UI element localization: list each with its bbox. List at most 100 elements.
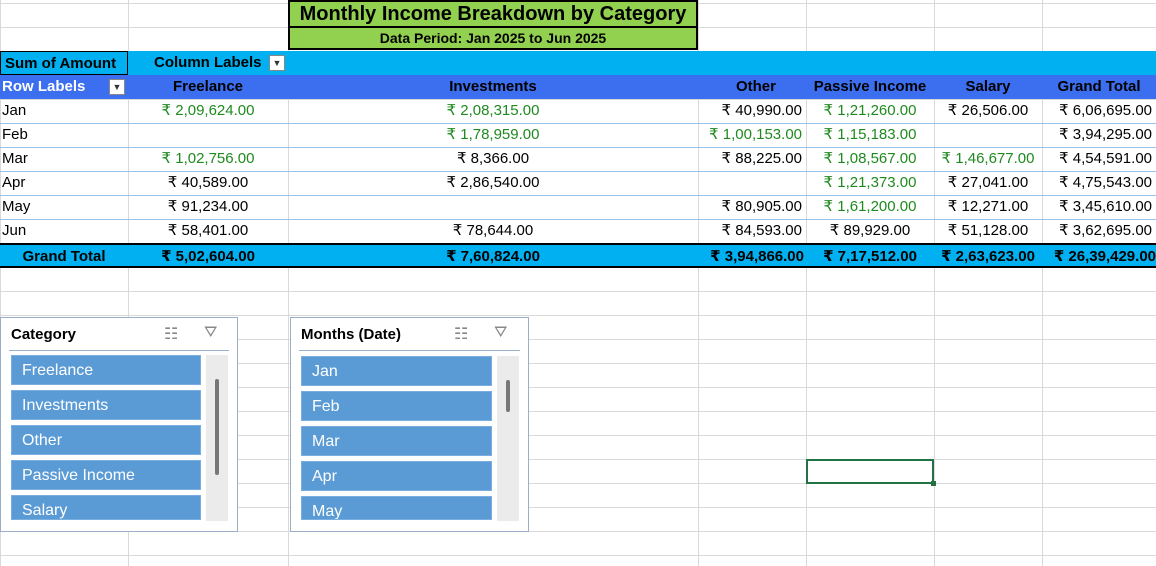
slicer-item-feb[interactable]: Feb bbox=[301, 391, 492, 421]
column-filter-dropdown[interactable]: ▼ bbox=[269, 55, 285, 71]
col-header-investments[interactable]: Investments bbox=[449, 78, 537, 95]
category-slicer[interactable]: Category ☷ ⛛ Freelance Investments Other… bbox=[0, 317, 238, 532]
table-cell[interactable]: ₹ 4,75,543.00 bbox=[1059, 174, 1152, 191]
col-divider bbox=[934, 0, 935, 566]
table-cell[interactable]: ₹ 1,08,567.00 bbox=[823, 150, 917, 167]
col-header-freelance[interactable]: Freelance bbox=[172, 78, 244, 95]
slicer-item-passive-income[interactable]: Passive Income bbox=[11, 460, 201, 490]
table-cell[interactable]: ₹ 8,366.00 bbox=[456, 150, 530, 167]
row-labels-header[interactable]: Row Labels bbox=[2, 78, 86, 95]
slicer-item-freelance[interactable]: Freelance bbox=[11, 355, 201, 385]
table-cell[interactable]: ₹ 2,08,315.00 bbox=[446, 102, 540, 119]
table-row: Jan ₹ 2,09,624.00 ₹ 2,08,315.00 ₹ 40,990.00… bbox=[0, 99, 1156, 124]
table-cell[interactable]: ₹ 1,21,260.00 bbox=[823, 102, 917, 119]
table-cell[interactable] bbox=[698, 171, 806, 195]
table-cell[interactable] bbox=[128, 123, 288, 147]
table-cell[interactable]: ₹ 6,06,695.00 bbox=[1059, 102, 1152, 119]
slicer-item-salary[interactable]: Salary bbox=[11, 495, 201, 520]
dropdown-arrow-icon: ▼ bbox=[112, 82, 122, 92]
months-slicer[interactable]: Months (Date) ☷ ⛛ Jan Feb Mar Apr May bbox=[290, 317, 529, 532]
clear-filter-icon[interactable]: ⛛ bbox=[494, 324, 508, 341]
total-salary[interactable]: ₹ 2,63,623.00 bbox=[941, 248, 1035, 265]
table-cell[interactable]: ₹ 91,234.00 bbox=[167, 198, 249, 215]
selected-cell[interactable] bbox=[806, 459, 936, 486]
total-passive-income[interactable]: ₹ 7,17,512.00 bbox=[823, 248, 917, 265]
table-cell[interactable] bbox=[288, 195, 698, 219]
col-header-grand-total[interactable]: Grand Total bbox=[1057, 78, 1141, 95]
table-cell[interactable]: ₹ 89,929.00 bbox=[829, 222, 911, 239]
slicer-item-investments[interactable]: Investments bbox=[11, 390, 201, 420]
table-cell[interactable]: ₹ 51,128.00 bbox=[947, 222, 1029, 239]
table-cell[interactable]: ₹ 84,593.00 bbox=[721, 222, 802, 239]
pivot-header-row-2: Row Labels ▼ Freelance Investments Other… bbox=[0, 75, 1156, 99]
slicer-scrollbar[interactable] bbox=[206, 355, 228, 521]
col-divider bbox=[288, 0, 289, 566]
col-header-salary[interactable]: Salary bbox=[965, 78, 1011, 95]
grand-total-row: Grand Total ₹ 5,02,604.00 ₹ 7,60,824.00 … bbox=[0, 243, 1156, 268]
table-cell[interactable]: ₹ 3,45,610.00 bbox=[1059, 198, 1152, 215]
total-investments[interactable]: ₹ 7,60,824.00 bbox=[446, 248, 540, 265]
row-label[interactable]: Feb bbox=[2, 126, 28, 143]
table-row: Apr ₹ 40,589.00 ₹ 2,86,540.00 ₹ 1,21,373.00… bbox=[0, 171, 1156, 196]
scrollbar-thumb[interactable] bbox=[215, 379, 219, 475]
table-cell[interactable]: ₹ 1,46,677.00 bbox=[941, 150, 1035, 167]
table-cell[interactable] bbox=[934, 123, 1042, 147]
values-field-label[interactable]: Sum of Amount bbox=[0, 51, 128, 75]
table-cell[interactable]: ₹ 4,54,591.00 bbox=[1059, 150, 1152, 167]
col-header-other[interactable]: Other bbox=[735, 78, 776, 95]
table-cell[interactable]: ₹ 58,401.00 bbox=[167, 222, 249, 239]
row-filter-dropdown[interactable]: ▼ bbox=[109, 79, 125, 95]
slicer-item-apr[interactable]: Apr bbox=[301, 461, 492, 491]
table-row: Jun ₹ 58,401.00 ₹ 78,644.00 ₹ 84,593.00 ₹ 89… bbox=[0, 219, 1156, 244]
table-cell[interactable]: ₹ 3,62,695.00 bbox=[1059, 222, 1152, 239]
slicer-item-other[interactable]: Other bbox=[11, 425, 201, 455]
column-labels-header[interactable]: Column Labels bbox=[154, 54, 262, 71]
table-cell[interactable]: ₹ 1,00,153.00 bbox=[709, 126, 802, 143]
slicer-item-may[interactable]: May bbox=[301, 496, 492, 520]
report-title[interactable]: Monthly Income Breakdown by Category bbox=[288, 0, 698, 26]
table-cell[interactable]: ₹ 3,94,295.00 bbox=[1059, 126, 1152, 143]
table-cell[interactable]: ₹ 40,990.00 bbox=[721, 102, 802, 119]
row-label[interactable]: Jan bbox=[2, 102, 27, 119]
slicer-divider bbox=[9, 350, 229, 351]
table-cell[interactable]: ₹ 12,271.00 bbox=[947, 198, 1029, 215]
report-subtitle[interactable]: Data Period: Jan 2025 to Jun 2025 bbox=[288, 26, 698, 50]
total-other[interactable]: ₹ 3,94,866.00 bbox=[710, 248, 804, 265]
table-cell[interactable]: ₹ 2,09,624.00 bbox=[161, 102, 255, 119]
multi-select-icon[interactable]: ☷ bbox=[454, 326, 469, 343]
slicer-divider bbox=[299, 350, 520, 351]
row-label[interactable]: Mar bbox=[2, 150, 28, 167]
grand-total-label[interactable]: Grand Total bbox=[22, 248, 106, 265]
table-cell[interactable]: ₹ 1,78,959.00 bbox=[446, 126, 540, 143]
pivot-header-row-1: Sum of Amount Column Labels ▼ bbox=[0, 51, 1156, 75]
slicer-scrollbar[interactable] bbox=[497, 356, 519, 521]
row-label[interactable]: Apr bbox=[2, 174, 26, 191]
slicer-item-jan[interactable]: Jan bbox=[301, 356, 492, 386]
table-cell[interactable]: ₹ 1,21,373.00 bbox=[823, 174, 917, 191]
table-cell[interactable]: ₹ 1,02,756.00 bbox=[161, 150, 255, 167]
table-cell[interactable]: ₹ 80,905.00 bbox=[721, 198, 802, 215]
total-freelance[interactable]: ₹ 5,02,604.00 bbox=[161, 248, 255, 265]
table-row: Mar ₹ 1,02,756.00 ₹ 8,366.00 ₹ 88,225.00 ₹ 1… bbox=[0, 147, 1156, 172]
table-cell[interactable]: ₹ 1,15,183.00 bbox=[823, 126, 917, 143]
slicer-title: Category bbox=[11, 326, 77, 343]
col-divider bbox=[1042, 0, 1043, 566]
slicer-item-mar[interactable]: Mar bbox=[301, 426, 492, 456]
clear-filter-icon[interactable]: ⛛ bbox=[204, 324, 218, 341]
col-header-passive-income[interactable]: Passive Income bbox=[813, 78, 927, 95]
table-cell[interactable]: ₹ 2,86,540.00 bbox=[446, 174, 540, 191]
scrollbar-thumb[interactable] bbox=[506, 380, 510, 412]
col-divider bbox=[806, 0, 807, 566]
table-cell[interactable]: ₹ 26,506.00 bbox=[947, 102, 1029, 119]
row-label[interactable]: May bbox=[2, 198, 31, 215]
table-row: Feb ₹ 1,78,959.00 ₹ 1,00,153.00 ₹ 1,15,183.… bbox=[0, 123, 1156, 148]
multi-select-icon[interactable]: ☷ bbox=[164, 326, 179, 343]
table-cell[interactable]: ₹ 40,589.00 bbox=[167, 174, 249, 191]
table-cell[interactable]: ₹ 27,041.00 bbox=[947, 174, 1029, 191]
table-cell[interactable]: ₹ 1,61,200.00 bbox=[823, 198, 917, 215]
row-label[interactable]: Jun bbox=[2, 222, 27, 239]
table-cell[interactable]: ₹ 88,225.00 bbox=[721, 150, 802, 167]
table-cell[interactable]: ₹ 78,644.00 bbox=[452, 222, 534, 239]
dropdown-arrow-icon: ▼ bbox=[272, 58, 282, 68]
total-grand[interactable]: ₹ 26,39,429.00 bbox=[1053, 248, 1156, 265]
